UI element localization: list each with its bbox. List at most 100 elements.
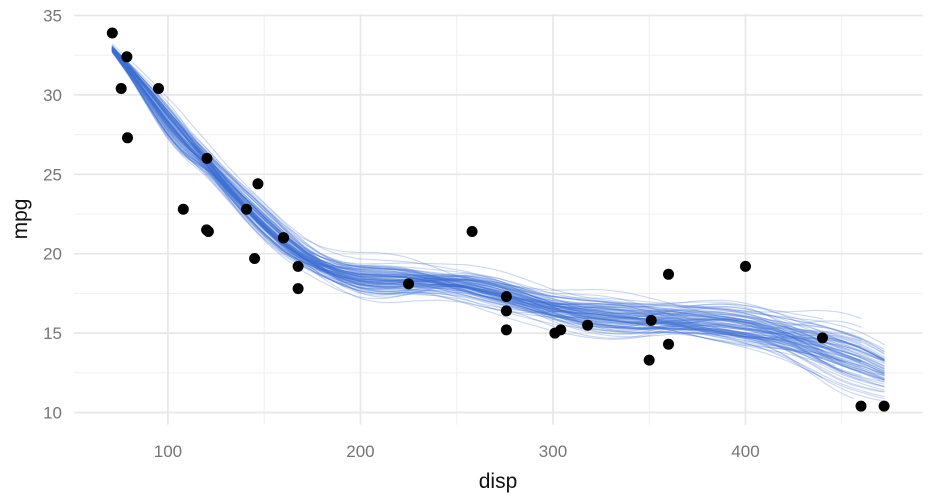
spline-draw — [111, 48, 824, 342]
data-point — [466, 226, 478, 237]
y-axis-title: mpg — [9, 199, 32, 240]
spline-draw — [111, 47, 862, 340]
spline-draw — [111, 49, 885, 361]
spline-draw — [111, 50, 862, 330]
y-tick-labels: 10 15 20 25 30 35 — [43, 6, 62, 422]
data-point — [115, 83, 127, 94]
spline-draw — [111, 49, 862, 319]
spline-draw — [111, 47, 885, 381]
spline-draw — [111, 50, 885, 360]
spline-draw — [111, 43, 885, 381]
spline-draw — [111, 48, 885, 362]
data-point — [549, 327, 561, 339]
spline-draw — [111, 48, 848, 343]
spline-draw — [111, 49, 885, 361]
spline-draw — [111, 49, 862, 352]
data-point — [241, 203, 252, 215]
data-point — [122, 132, 133, 144]
spline-draw — [111, 50, 801, 343]
spline-draw — [111, 49, 885, 355]
y-tick-label: 10 — [43, 403, 62, 422]
spline-draw — [111, 46, 885, 402]
spline-draw — [111, 51, 824, 335]
data-point — [202, 226, 214, 237]
spline-draw — [111, 49, 862, 342]
data-point — [663, 268, 674, 280]
spline-draw — [111, 46, 885, 372]
data-point — [878, 400, 890, 412]
spline-draw — [111, 48, 824, 351]
spline-draw — [111, 46, 846, 363]
spline-draw — [111, 49, 885, 365]
spline-draw — [126, 67, 824, 349]
spline-draw — [111, 46, 824, 364]
data-point — [740, 260, 751, 272]
data-point — [292, 260, 304, 272]
spline-draw — [111, 51, 885, 381]
data-point — [817, 332, 828, 344]
spline-draw — [111, 47, 862, 362]
data-point — [292, 283, 304, 295]
data-point — [500, 305, 512, 317]
data-point — [278, 232, 289, 244]
spline-draw — [111, 49, 885, 362]
data-point — [121, 51, 133, 63]
spline-draw — [111, 47, 824, 320]
spline-draw — [111, 49, 885, 379]
spline-draw — [111, 45, 824, 379]
x-axis-title: disp — [479, 470, 518, 493]
data-point — [643, 354, 655, 366]
spline-draw — [111, 46, 836, 367]
x-tick-labels: 100 200 300 400 — [154, 442, 760, 461]
data-point — [252, 178, 264, 190]
spline-draw — [111, 51, 841, 362]
data-point — [855, 400, 867, 412]
spline-draw — [111, 49, 885, 392]
data-point — [663, 338, 674, 350]
spline-draw — [111, 46, 824, 359]
spline-draw — [111, 45, 843, 373]
x-tick-label: 200 — [346, 442, 374, 461]
spline-draw — [111, 47, 854, 399]
data-point — [403, 278, 415, 290]
y-tick-label: 35 — [43, 6, 62, 25]
y-tick-label: 30 — [43, 86, 62, 105]
spline-draw — [111, 48, 885, 374]
spline-draw — [111, 50, 862, 361]
data-point — [645, 314, 657, 326]
spline-draw — [111, 46, 885, 380]
spline-draw — [111, 47, 862, 363]
spline-draw — [111, 47, 862, 373]
spline-draw — [111, 48, 885, 398]
grid-minor — [74, 14, 923, 425]
spline-draw — [111, 49, 885, 358]
spline-draw — [111, 49, 862, 344]
x-tick-label: 300 — [539, 442, 567, 461]
spline-draw — [111, 46, 827, 345]
data-point — [500, 324, 512, 336]
spline-draw — [111, 49, 885, 375]
spline-draw — [111, 50, 862, 381]
x-tick-label: 100 — [154, 442, 182, 461]
spline-draw — [111, 46, 885, 367]
data-point — [249, 253, 261, 264]
scatter-points — [106, 27, 890, 412]
data-point — [153, 83, 164, 94]
data-point — [177, 203, 189, 215]
spline-draw — [111, 51, 885, 372]
spline-draw — [120, 56, 885, 385]
spline-draw — [111, 45, 885, 380]
y-tick-label: 20 — [43, 245, 62, 264]
spline-draw — [111, 50, 885, 379]
grid-major — [74, 14, 923, 425]
spline-draw — [111, 48, 850, 351]
spline-draw — [111, 48, 885, 376]
spline-draw — [126, 64, 885, 361]
x-tick-label: 400 — [731, 442, 759, 461]
data-point — [201, 152, 213, 164]
spline-draw — [111, 47, 885, 350]
spline-draw — [111, 48, 885, 374]
spline-draw — [120, 58, 862, 348]
